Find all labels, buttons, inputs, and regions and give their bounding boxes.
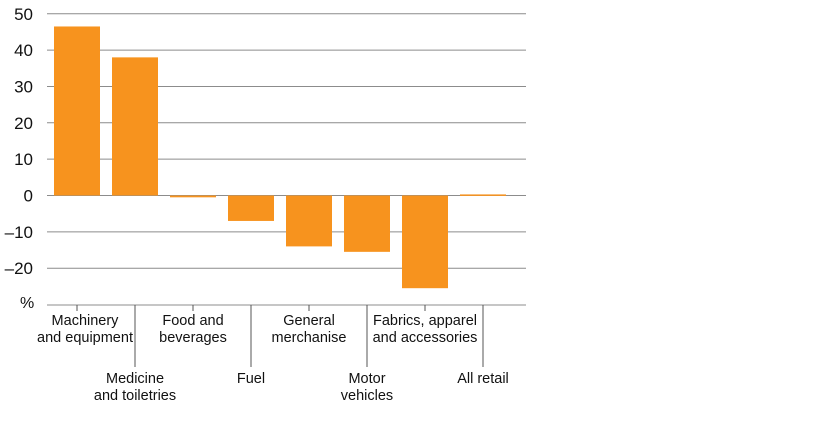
category-label-line: and toiletries	[94, 388, 176, 404]
category-label-line: All retail	[457, 371, 509, 387]
category-label: Food and beverages	[159, 313, 227, 346]
category-label-line: and equipment	[37, 330, 133, 346]
category-label-line: vehicles	[341, 388, 393, 404]
category-label-line: and accessories	[373, 330, 478, 346]
y-tick-label: 40	[14, 41, 33, 60]
y-tick-label: 0	[24, 187, 33, 206]
x-axis	[47, 304, 526, 367]
category-label: Fabrics, apparel and accessories	[373, 313, 478, 346]
y-tick-label: –10	[5, 223, 33, 242]
category-label-line: Motor	[348, 371, 385, 387]
y-tick-label: 10	[14, 150, 33, 169]
category-label-line: Medicine	[106, 371, 164, 387]
bar	[112, 57, 158, 196]
category-label-line: Fabrics, apparel	[373, 313, 477, 329]
y-tick-label: 50	[14, 5, 33, 24]
y-axis-ticks: 50 40 30 20 10 0 –10 –20%	[5, 5, 35, 312]
category-label: All retail	[457, 371, 509, 387]
bar	[402, 195, 448, 289]
y-tick-label: 30	[14, 77, 33, 96]
bar	[286, 195, 332, 247]
category-label-line: Machinery	[52, 313, 120, 329]
bar	[170, 195, 216, 198]
category-label: Fuel	[237, 371, 265, 387]
bar	[228, 195, 274, 221]
category-label: Medicine and toiletries	[94, 371, 176, 404]
category-label-line: beverages	[159, 330, 227, 346]
bars	[54, 26, 506, 289]
bar	[344, 195, 390, 252]
y-tick-label: –20	[5, 259, 33, 278]
category-label: Motor vehicles	[341, 371, 393, 404]
bar	[460, 194, 506, 196]
category-label: Machinery and equipment	[37, 313, 133, 346]
category-label-line: Fuel	[237, 371, 265, 387]
category-labels: Machinery and equipment Medicine and toilet…	[37, 313, 509, 404]
category-label-line: Food and	[162, 313, 223, 329]
category-label-line: General	[283, 313, 335, 329]
bar	[54, 26, 100, 196]
y-tick-label: 20	[14, 114, 33, 133]
category-label: General merchanise	[272, 313, 347, 346]
category-label-line: merchanise	[272, 330, 347, 346]
y-axis-unit-label: %	[20, 295, 34, 312]
